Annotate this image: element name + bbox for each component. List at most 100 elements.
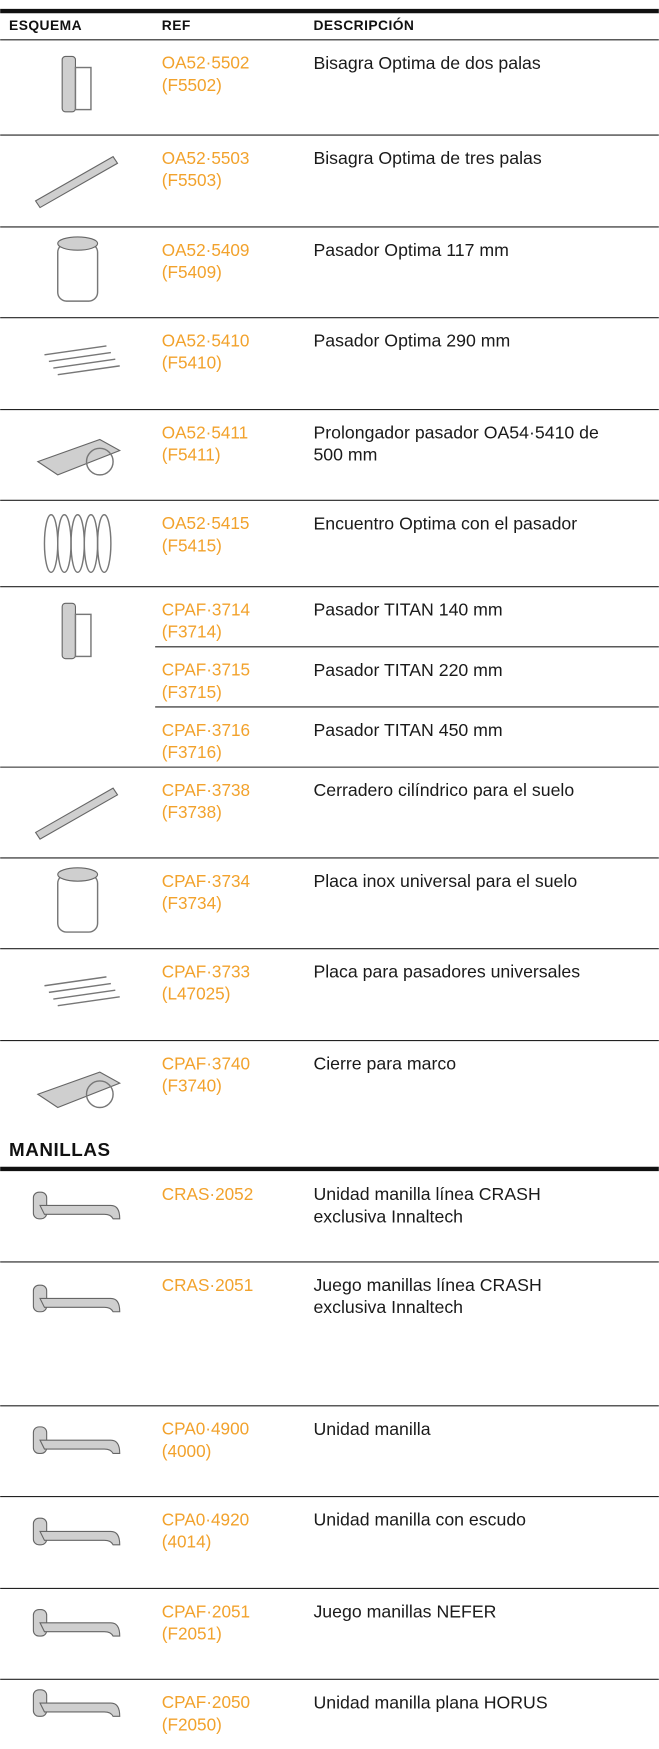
part <box>34 155 119 209</box>
description: Placa inox universal para el suelo <box>313 871 577 891</box>
description: Pasador TITAN 140 mm <box>313 600 502 620</box>
product-image <box>36 1071 122 1109</box>
ref-alt-code: (F3734) <box>162 893 222 913</box>
description: exclusiva Innaltech <box>313 1297 463 1317</box>
part <box>57 873 99 933</box>
product-image <box>32 1689 121 1717</box>
product-image <box>57 867 99 933</box>
ref-alt-code: (F5415) <box>162 535 222 555</box>
ref-code: OA52·5411 <box>162 422 248 442</box>
part <box>53 358 116 369</box>
part <box>61 602 77 660</box>
ref-code: CPAF·3733 <box>162 962 250 982</box>
product-image <box>44 345 120 376</box>
part <box>57 365 120 376</box>
ref-code: OA52·5503 <box>162 148 250 168</box>
ref-code: CPA0·4900 <box>162 1419 249 1439</box>
product-image <box>57 236 99 302</box>
ref-alt-code: (F3738) <box>162 802 222 822</box>
ref-code: CRAS·2051 <box>162 1275 253 1295</box>
ref-code: CPAF·3740 <box>162 1053 250 1073</box>
ref-code: CPAF·3714 <box>162 600 251 620</box>
description: Pasador TITAN 450 mm <box>313 720 502 740</box>
part <box>57 996 120 1007</box>
section-title: BISAGRAS Y PASADORES <box>9 0 259 2</box>
part <box>85 447 114 476</box>
product-image <box>61 55 92 113</box>
ref-code: OA52·5410 <box>162 331 250 351</box>
product-image <box>32 1608 121 1637</box>
ref-code: CPAF·3738 <box>162 780 250 800</box>
description: Pasador Optima 117 mm <box>313 240 508 260</box>
part <box>34 787 119 840</box>
part <box>85 1080 114 1109</box>
ref-alt-code: (F5503) <box>162 170 222 190</box>
part <box>36 438 122 476</box>
product-image <box>34 155 119 209</box>
ref-code: CPAF·2050 <box>162 1692 250 1712</box>
description: Encuentro Optima con el pasador <box>313 513 577 533</box>
handle-lever <box>39 1297 121 1313</box>
ref-alt-code: (F5502) <box>162 75 222 95</box>
ref-alt-code: (F3716) <box>162 742 222 762</box>
ref-alt-code: (4014) <box>162 1532 212 1552</box>
part <box>70 514 86 574</box>
product-image <box>32 1284 121 1313</box>
section-title: MANILLAS <box>9 1139 111 1160</box>
description: Pasador TITAN 220 mm <box>313 660 502 680</box>
description: Cierre para marco <box>313 1054 456 1074</box>
ref-alt-code: (F2051) <box>162 1624 222 1644</box>
part <box>74 613 92 658</box>
handle-lever <box>39 1439 121 1454</box>
description: Unidad manilla <box>313 1419 430 1439</box>
description: Bisagra Optima de dos palas <box>313 53 540 73</box>
ref-alt-code: (F3740) <box>162 1076 222 1096</box>
ref-code: CRAS·2052 <box>162 1184 253 1204</box>
part <box>36 1071 122 1109</box>
ref-code: OA52·5415 <box>162 513 250 533</box>
ref-code: CPAF·2051 <box>162 1601 250 1621</box>
ref-alt-code: (F5410) <box>162 353 222 373</box>
part <box>44 976 107 987</box>
description: Unidad manilla plana HORUS <box>313 1692 547 1712</box>
product-image <box>32 1517 121 1546</box>
ref-code: CPAF·3734 <box>162 871 251 891</box>
part <box>44 345 107 356</box>
ref-alt-code: (F3715) <box>162 682 222 702</box>
ref-code: CPAF·3716 <box>162 720 250 740</box>
product-image <box>36 438 122 476</box>
description: exclusiva Innaltech <box>313 1206 463 1226</box>
column-header: ESQUEMA <box>9 17 82 33</box>
part <box>48 982 111 994</box>
ref-code: OA52·5502 <box>162 53 250 73</box>
description: Placa para pasadores universales <box>313 962 580 982</box>
product-image <box>44 976 120 1007</box>
product-image <box>34 787 119 840</box>
part <box>61 55 77 113</box>
description: Unidad manilla con escudo <box>313 1510 526 1530</box>
ref-alt-code: (F5411) <box>162 445 221 465</box>
part <box>43 514 59 574</box>
ref-alt-code: (F5409) <box>162 262 222 282</box>
ref-code: OA52·5409 <box>162 240 250 260</box>
ref-alt-code: (F3714) <box>162 622 222 642</box>
product-image <box>61 602 92 660</box>
column-header: DESCRIPCIÓN <box>313 16 414 33</box>
handle-lever <box>39 1622 121 1637</box>
part <box>96 514 112 574</box>
product-image <box>43 514 112 574</box>
part <box>57 514 72 574</box>
description: Cerradero cilíndrico para el suelo <box>313 780 574 800</box>
part <box>57 236 99 251</box>
description: 500 mm <box>313 445 377 465</box>
part <box>57 242 99 302</box>
description: Juego manillas línea CRASH <box>313 1275 541 1295</box>
ref-code: CPAF·3715 <box>162 660 250 680</box>
part <box>74 66 92 111</box>
ref-alt-code: (F2050) <box>162 1714 222 1734</box>
handle-lever <box>39 1702 121 1717</box>
ref-alt-code: (L47025) <box>162 984 231 1004</box>
product-image <box>32 1426 121 1454</box>
